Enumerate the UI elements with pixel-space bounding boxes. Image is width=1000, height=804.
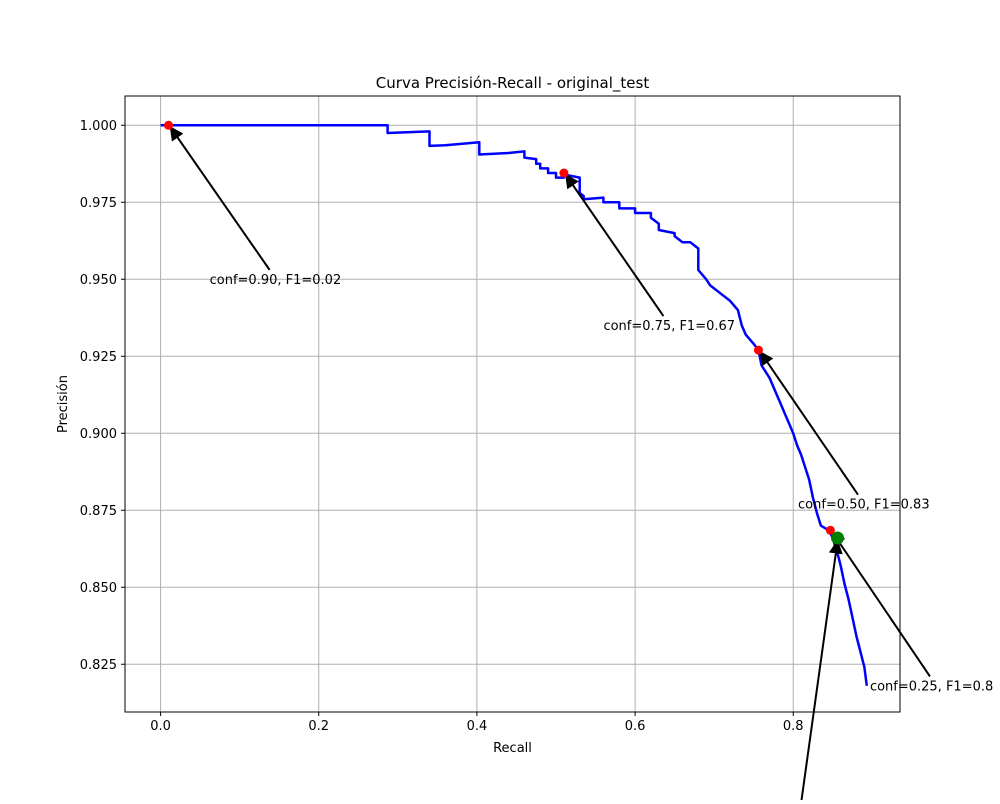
x-tick-label: 0.6 <box>625 719 646 734</box>
y-tick-label: 1.000 <box>80 119 117 134</box>
annotation-arrow <box>831 531 931 678</box>
best-point-arrow <box>800 539 843 801</box>
threshold-label: conf=0.50, F1=0.83 <box>798 498 930 513</box>
chart-title: Curva Precisión-Recall - original_test <box>376 74 650 93</box>
best-f1-point <box>831 531 845 545</box>
y-tick-label: 0.975 <box>80 196 117 211</box>
y-axis-label: Precisión <box>56 375 71 433</box>
annotation-arrow <box>759 350 859 496</box>
y-tick-label: 0.925 <box>80 350 117 365</box>
threshold-point <box>163 120 173 130</box>
y-tick-label: 0.850 <box>80 581 117 596</box>
x-tick-label: 0.8 <box>783 719 804 734</box>
y-axis-ticks: 0.825 0.850 0.875 0.900 0.925 0.950 0.975 1.000 <box>80 119 125 673</box>
threshold-point <box>825 525 835 535</box>
y-tick-label: 0.875 <box>80 504 117 519</box>
y-tick-label: 0.950 <box>80 273 117 288</box>
x-tick-label: 0.0 <box>150 719 171 734</box>
threshold-point <box>559 168 569 178</box>
annotation-arrow <box>565 173 665 317</box>
plot-frame <box>124 95 901 713</box>
x-axis-label: Recall <box>493 741 532 756</box>
series-layer <box>160 124 869 686</box>
threshold-point <box>753 345 763 355</box>
threshold-label: conf=0.25, F1=0.8 <box>870 679 993 694</box>
annotation-arrow <box>169 126 271 271</box>
x-axis-ticks: 0.0 0.2 0.4 0.6 0.8 <box>150 712 804 734</box>
pr-curve-line <box>160 124 869 686</box>
threshold-label: conf=0.90, F1=0.02 <box>210 273 342 288</box>
threshold-label: conf=0.75, F1=0.67 <box>603 319 735 334</box>
y-tick-label: 0.900 <box>80 427 117 442</box>
x-tick-label: 0.4 <box>467 719 488 734</box>
y-tick-label: 0.825 <box>80 658 117 673</box>
x-tick-label: 0.2 <box>308 719 329 734</box>
annotation-layer: conf=0.90, F1=0.02 conf=0.75, F1=0.67 conf… <box>163 120 993 801</box>
